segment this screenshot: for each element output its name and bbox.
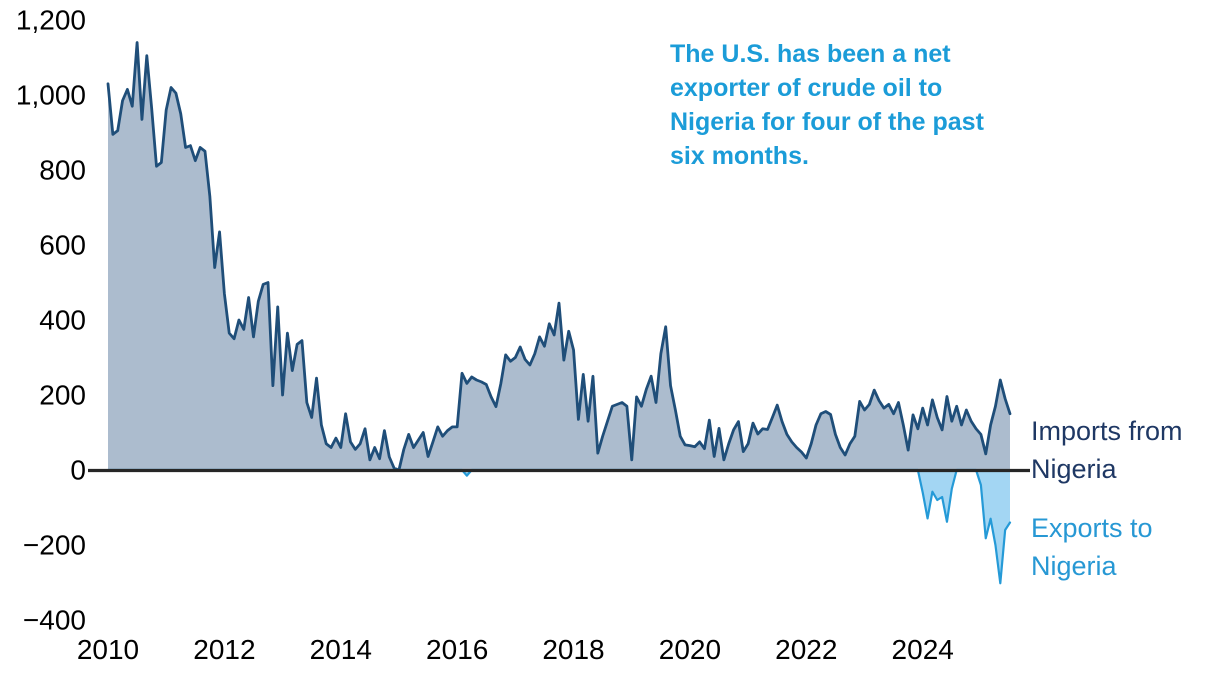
imports-area — [108, 42, 1010, 470]
x-axis-tick-label: 2010 — [77, 634, 139, 665]
exports-line — [106, 468, 1012, 585]
x-axis-tick-label: 2012 — [193, 634, 255, 665]
x-axis-tick-label: 2016 — [426, 634, 488, 665]
imports-line — [106, 41, 1012, 472]
imports-series-label: Imports from Nigeria — [1031, 416, 1183, 484]
y-axis-tick-label: 600 — [39, 230, 86, 261]
y-axis-tick-label: 200 — [39, 380, 86, 411]
x-axis-tick-label: 2014 — [310, 634, 372, 665]
y-axis-tick-label: 1,200 — [16, 5, 86, 36]
annotation-text: The U.S. has been a net exporter of crud… — [670, 40, 984, 170]
x-axis-tick-label: 2020 — [659, 634, 721, 665]
x-axis-tick-label: 2024 — [892, 634, 954, 665]
exports-series-label: Exports to Nigeria — [1031, 513, 1153, 581]
y-axis-tick-label: 400 — [39, 305, 86, 336]
x-axis-tick-label: 2018 — [542, 634, 604, 665]
x-axis-tick-label: 2022 — [775, 634, 837, 665]
y-axis-tick-label: −400 — [23, 605, 86, 636]
y-axis-tick-label: 0 — [70, 455, 86, 486]
y-axis-tick-label: 800 — [39, 155, 86, 186]
y-axis-tick-label: 1,000 — [16, 80, 86, 111]
exports-area — [108, 470, 1010, 584]
y-axis-tick-label: −200 — [23, 530, 86, 561]
